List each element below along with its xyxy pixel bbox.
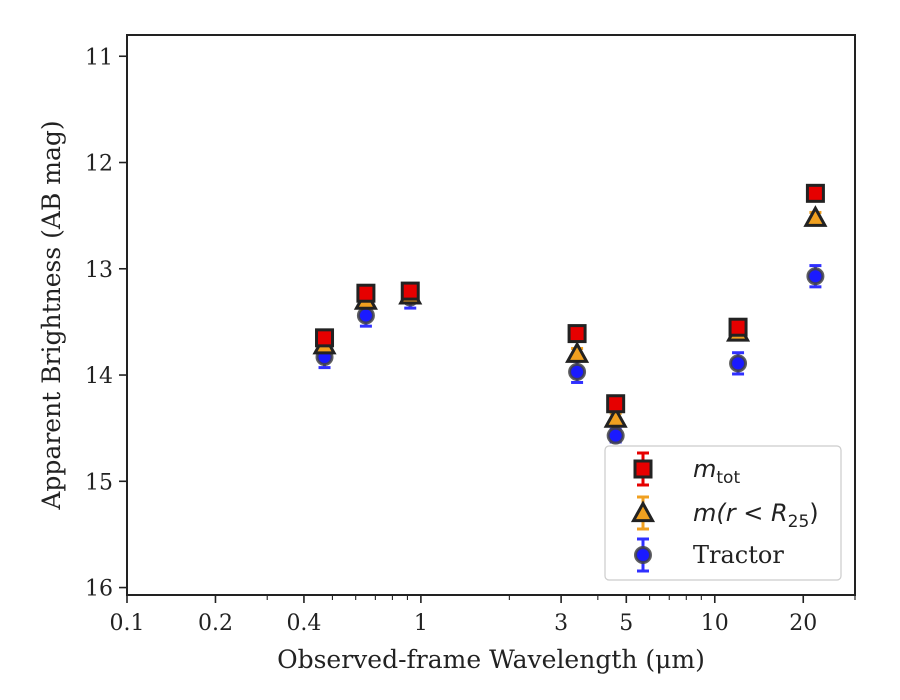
y-tick-label: 14 [85, 364, 113, 389]
y-tick-label: 16 [85, 577, 113, 602]
x-tick-label: 5 [619, 611, 633, 636]
square-point [606, 394, 626, 414]
y-tick-label: 11 [85, 45, 113, 70]
triangle-point [603, 406, 628, 428]
series-square [315, 183, 825, 414]
circle-point [806, 267, 825, 286]
circle-point [356, 306, 375, 325]
circle-point [606, 426, 625, 445]
x-tick-label: 10 [701, 611, 729, 636]
series-triangle [312, 205, 828, 428]
y-tick-label: 12 [85, 152, 113, 177]
square-point [400, 281, 420, 301]
legend-label: Tractor [693, 541, 784, 569]
legend-triangle-icon [630, 500, 656, 523]
x-tick-label: 0.2 [198, 611, 233, 636]
square-point [315, 328, 335, 348]
square-point [567, 324, 587, 344]
y-axis-label: Apparent Brightness (AB mag) [37, 120, 66, 510]
data-points [312, 183, 828, 445]
x-axis-label: Observed-frame Wavelength (μm) [277, 645, 705, 674]
legend-label: m(r < R25) [693, 499, 819, 532]
legend-label: mtot [693, 455, 740, 488]
legend: mtot m(r < R25) Tractor [604, 445, 842, 581]
x-tick-label: 3 [554, 611, 568, 636]
x-tick-label: 0.1 [110, 611, 145, 636]
y-tick-label: 15 [85, 470, 113, 495]
y-tick-label: 13 [85, 258, 113, 283]
triangle-point [803, 205, 828, 227]
x-tick-label: 20 [789, 611, 817, 636]
legend-circle-icon [634, 546, 652, 564]
legend-square-icon [633, 459, 653, 479]
legend-entry: m(r < R25) [630, 495, 819, 532]
legend-entry: Tractor [634, 537, 784, 573]
square-point [805, 183, 825, 203]
plot-frame [126, 34, 856, 596]
triangle-point [565, 341, 590, 363]
legend-entry: mtot [633, 451, 740, 488]
x-tick-label: 0.4 [286, 611, 321, 636]
legend-box [604, 445, 842, 581]
circle-point [568, 362, 587, 381]
circle-point [729, 354, 748, 373]
square-point [728, 317, 748, 337]
x-tick-label: 1 [414, 611, 428, 636]
square-point [356, 283, 376, 303]
